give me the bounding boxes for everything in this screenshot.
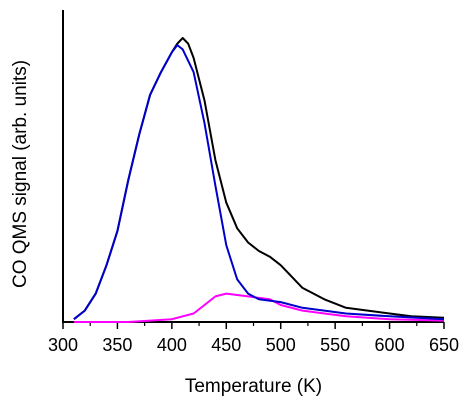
- x-axis-title: Temperature (K): [185, 376, 322, 397]
- x-tick-label: 300: [48, 335, 78, 355]
- x-tick-labels: 300 350 400 450 500 550 600 650: [48, 335, 459, 355]
- x-tick-label: 600: [375, 335, 405, 355]
- series-line: [73, 44, 445, 321]
- axes: [62, 10, 445, 329]
- x-tick-label: 350: [102, 335, 132, 355]
- x-tick-label: 650: [429, 335, 459, 355]
- x-tick-label: 400: [157, 335, 187, 355]
- x-tick-label: 450: [211, 335, 241, 355]
- series-line: [73, 292, 445, 323]
- x-tick-label: 550: [320, 335, 350, 355]
- x-tick-label: 500: [266, 335, 296, 355]
- y-axis-title: CO QMS signal (arb. units): [10, 60, 31, 288]
- series-layer: [73, 37, 445, 323]
